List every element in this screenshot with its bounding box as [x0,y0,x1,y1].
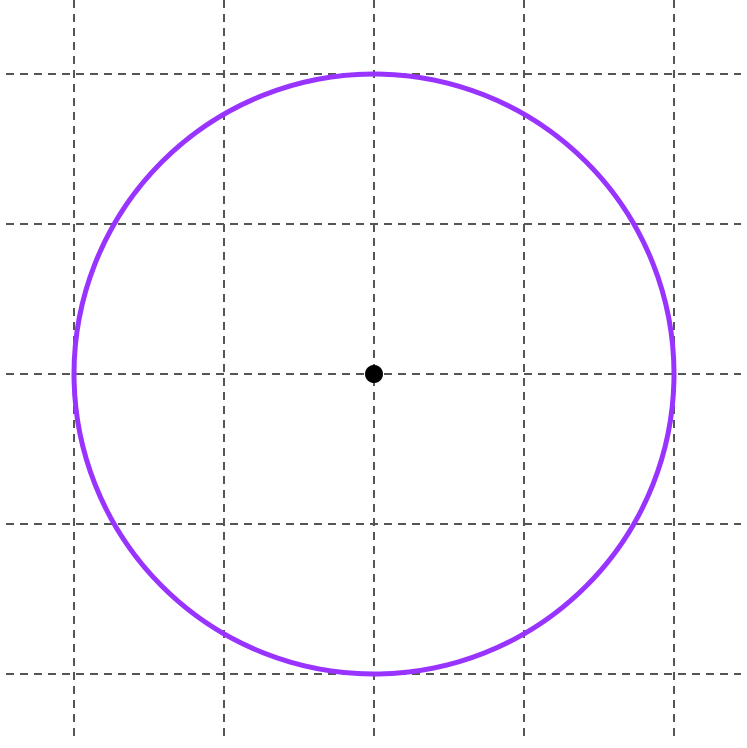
center-point [365,365,383,383]
circle-outline [71,71,677,677]
